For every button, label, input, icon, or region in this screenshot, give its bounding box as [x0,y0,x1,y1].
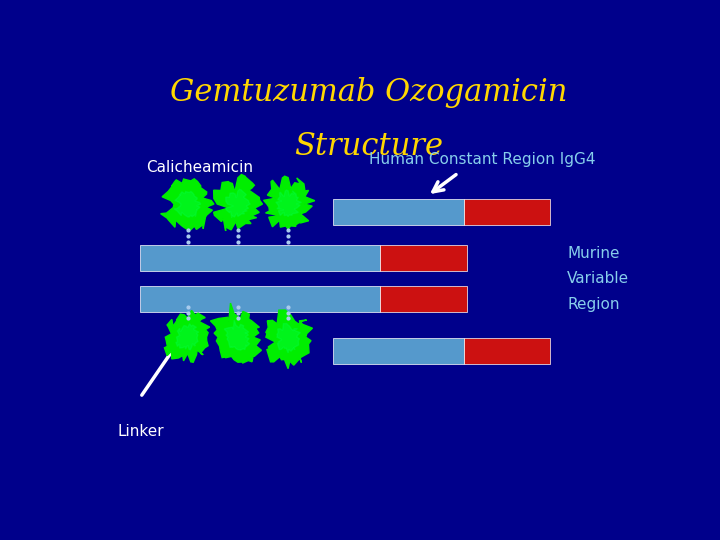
Text: Region: Region [567,297,620,312]
Text: Variable: Variable [567,272,629,286]
Polygon shape [164,310,210,362]
Bar [464,199,550,225]
Text: Structure: Structure [294,131,444,163]
Polygon shape [264,176,315,229]
Text: Calicheamicin: Calicheamicin [145,160,253,175]
Polygon shape [266,310,312,369]
Bar [140,286,380,312]
Polygon shape [277,323,300,353]
Bar [464,339,550,364]
Polygon shape [210,303,261,363]
Text: Human Constant Region IgG4: Human Constant Region IgG4 [369,152,595,167]
Bar [333,199,464,225]
Polygon shape [176,324,199,350]
Bar [333,339,464,364]
Polygon shape [174,192,201,217]
Polygon shape [226,190,250,218]
Text: Gemtuzumab Ozogamicin: Gemtuzumab Ozogamicin [171,77,567,109]
Polygon shape [161,179,214,230]
Text: Murine: Murine [567,246,620,261]
Polygon shape [224,320,250,350]
Bar [140,245,380,271]
Bar [380,286,467,312]
Text: Linker: Linker [118,424,165,440]
Polygon shape [276,190,302,217]
Bar [380,245,467,271]
Polygon shape [214,174,263,231]
